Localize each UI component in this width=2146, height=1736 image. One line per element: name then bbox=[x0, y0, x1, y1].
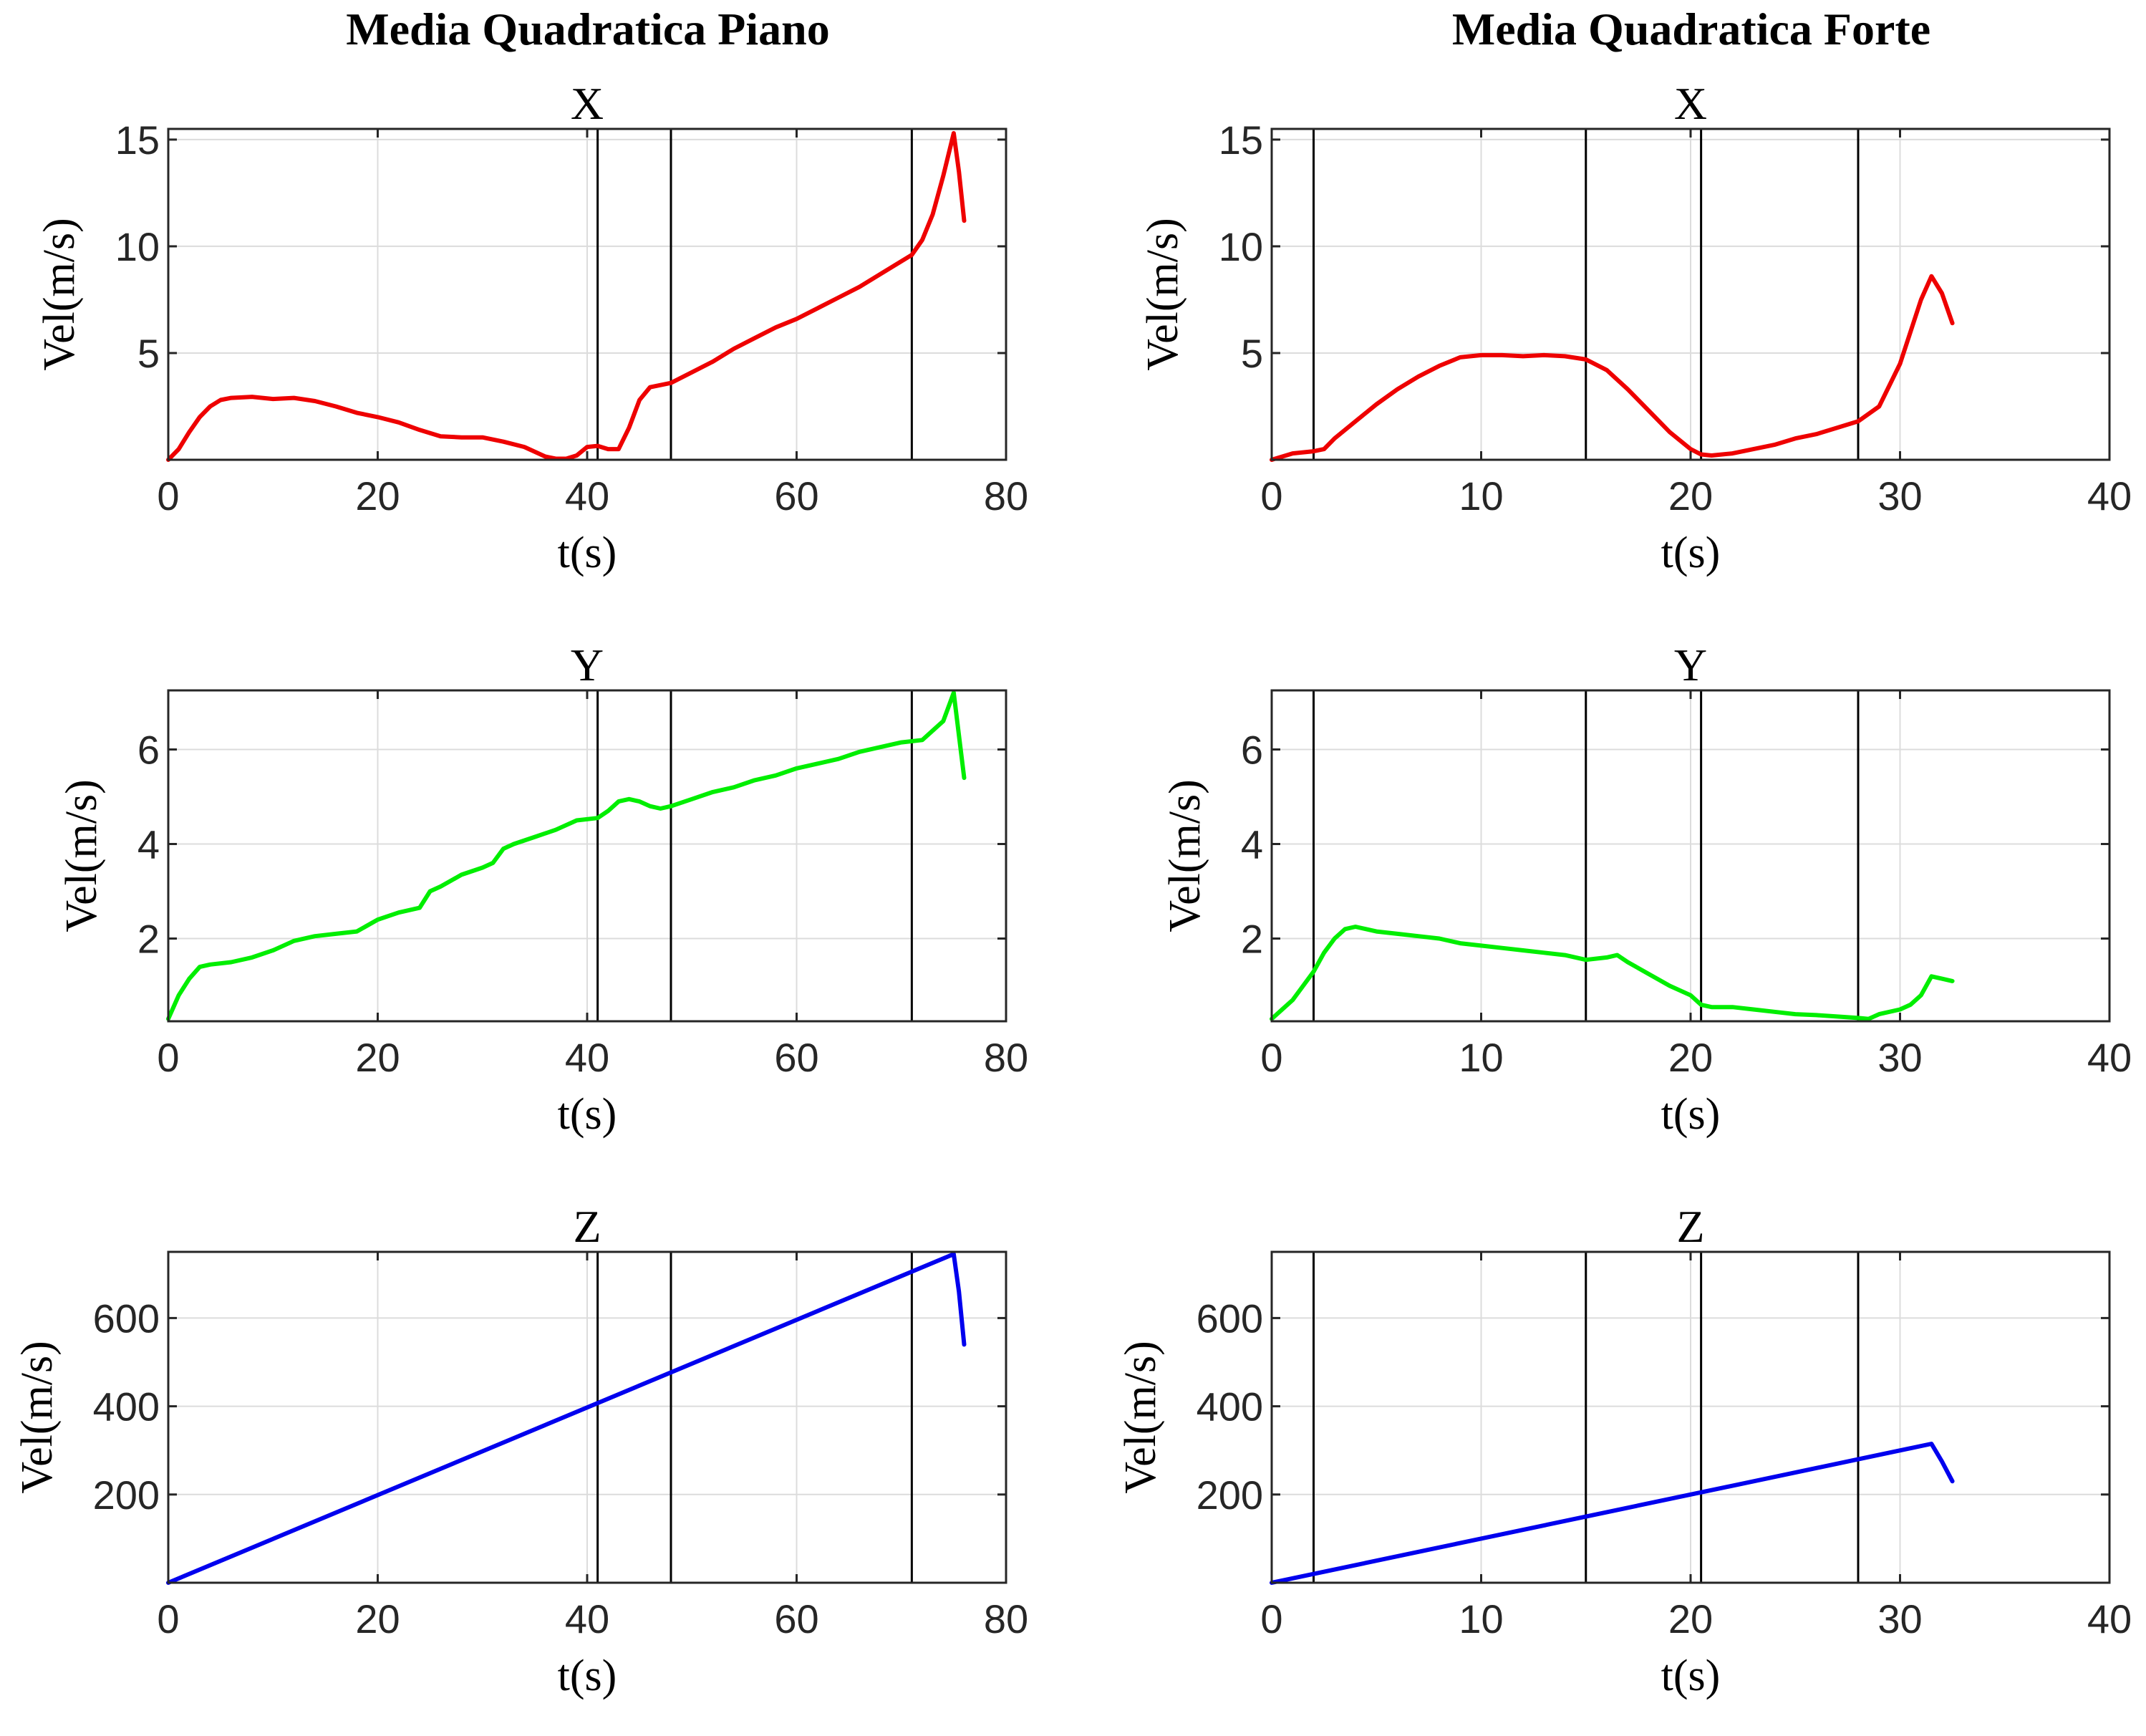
x-tick-label: 30 bbox=[1877, 1035, 1922, 1080]
subplot-title: X bbox=[1674, 78, 1707, 129]
y-tick-label: 5 bbox=[137, 331, 160, 376]
y-tick-label: 400 bbox=[93, 1384, 160, 1429]
y-tick-label: 600 bbox=[1197, 1296, 1263, 1341]
x-tick-label: 40 bbox=[2087, 1035, 2132, 1080]
y-tick-label: 4 bbox=[1241, 822, 1263, 867]
y-tick-label: 6 bbox=[1241, 728, 1263, 773]
x-tick-label: 0 bbox=[157, 473, 179, 519]
subplot-title: Z bbox=[573, 1201, 601, 1252]
series-line-z-forte bbox=[1270, 1442, 1955, 1585]
subplot-y-piano: 0 20 40 60 80 2 4 6 Yt(s) Vel(m/s) bbox=[57, 640, 1028, 1139]
x-tick-label: 40 bbox=[565, 1596, 609, 1641]
subplot-title: Y bbox=[1674, 640, 1707, 690]
y-tick-label: 6 bbox=[137, 728, 160, 773]
x-tick-label: 0 bbox=[1260, 473, 1282, 519]
y-tick-label: 10 bbox=[115, 224, 160, 269]
x-tick-label: 40 bbox=[565, 1035, 609, 1080]
series-line-y-forte bbox=[1270, 925, 1955, 1021]
y-tick-label: 4 bbox=[137, 822, 160, 867]
y-axis-label: Vel(m/s) bbox=[1116, 1341, 1165, 1494]
y-tick-label: 2 bbox=[137, 917, 160, 962]
y-axis-label: Vel(m/s) bbox=[35, 218, 84, 371]
x-tick-label: 20 bbox=[1668, 473, 1713, 519]
y-axis-label: Vel(m/s) bbox=[1139, 218, 1187, 371]
x-tick-label: 0 bbox=[157, 1596, 179, 1641]
x-tick-label: 40 bbox=[2087, 1596, 2132, 1641]
column-title-piano: Media Quadratica Piano bbox=[346, 4, 830, 54]
series-line-x-piano bbox=[166, 131, 967, 462]
x-tick-label: 20 bbox=[1668, 1596, 1713, 1641]
x-tick-label: 60 bbox=[774, 1596, 818, 1641]
x-tick-label: 80 bbox=[984, 1035, 1028, 1080]
subplot-title: X bbox=[571, 78, 604, 129]
series-line-x-forte bbox=[1270, 274, 1955, 462]
x-tick-label: 20 bbox=[355, 1596, 400, 1641]
y-tick-label: 200 bbox=[1197, 1472, 1263, 1518]
subplot-z-piano: 0 20 40 60 80 200 400 600 Zt(s) Vel(m/s) bbox=[13, 1201, 1028, 1700]
x-axis-label: t(s) bbox=[1661, 1090, 1721, 1139]
y-tick-label: 200 bbox=[93, 1472, 160, 1518]
x-axis-label: t(s) bbox=[558, 1651, 617, 1700]
subplot-z-forte: 0 10 20 30 40 200 400 600 Zt(s) Vel(m/s) bbox=[1116, 1201, 2132, 1700]
x-axis-label: t(s) bbox=[558, 529, 617, 577]
series-line-z-piano bbox=[166, 1252, 967, 1585]
x-tick-label: 20 bbox=[1668, 1035, 1713, 1080]
subplot-title: Z bbox=[1676, 1201, 1704, 1252]
y-tick-label: 15 bbox=[115, 117, 160, 163]
subplot-x-piano: 0 20 40 60 80 5 10 15 Xt(s) Vel(m/s) bbox=[35, 78, 1028, 577]
x-tick-label: 20 bbox=[355, 1035, 400, 1080]
x-tick-label: 0 bbox=[1260, 1596, 1282, 1641]
column-title-forte: Media Quadratica Forte bbox=[1452, 4, 1930, 54]
x-tick-label: 60 bbox=[774, 473, 818, 519]
x-tick-label: 40 bbox=[2087, 473, 2132, 519]
x-tick-label: 0 bbox=[1260, 1035, 1282, 1080]
x-tick-label: 30 bbox=[1877, 473, 1922, 519]
y-axis-label: Vel(m/s) bbox=[13, 1341, 62, 1494]
x-tick-label: 20 bbox=[355, 473, 400, 519]
x-tick-label: 10 bbox=[1459, 1596, 1503, 1641]
x-axis-label: t(s) bbox=[1661, 529, 1721, 577]
subplot-x-forte: 0 10 20 30 40 5 10 15 Xt(s) Vel(m/s) bbox=[1139, 78, 2132, 577]
y-axis-label: Vel(m/s) bbox=[57, 779, 106, 932]
x-tick-label: 0 bbox=[157, 1035, 179, 1080]
x-tick-label: 40 bbox=[565, 473, 609, 519]
x-axis-label: t(s) bbox=[558, 1090, 617, 1139]
y-tick-label: 2 bbox=[1241, 917, 1263, 962]
subplot-y-forte: 0 10 20 30 40 2 4 6 Yt(s) Vel(m/s) bbox=[1161, 640, 2132, 1139]
subplot-title: Y bbox=[571, 640, 604, 690]
series-line-y-piano bbox=[166, 690, 967, 1021]
x-axis-label: t(s) bbox=[1661, 1651, 1721, 1700]
x-tick-label: 80 bbox=[984, 473, 1028, 519]
y-tick-label: 15 bbox=[1219, 117, 1263, 163]
y-tick-label: 10 bbox=[1219, 224, 1263, 269]
x-tick-label: 10 bbox=[1459, 1035, 1503, 1080]
x-tick-label: 60 bbox=[774, 1035, 818, 1080]
y-axis-label: Vel(m/s) bbox=[1161, 779, 1209, 932]
x-tick-label: 30 bbox=[1877, 1596, 1922, 1641]
y-tick-label: 400 bbox=[1197, 1384, 1263, 1429]
x-tick-label: 80 bbox=[984, 1596, 1028, 1641]
x-tick-label: 10 bbox=[1459, 473, 1503, 519]
y-tick-label: 600 bbox=[93, 1296, 160, 1341]
y-tick-label: 5 bbox=[1241, 331, 1263, 376]
